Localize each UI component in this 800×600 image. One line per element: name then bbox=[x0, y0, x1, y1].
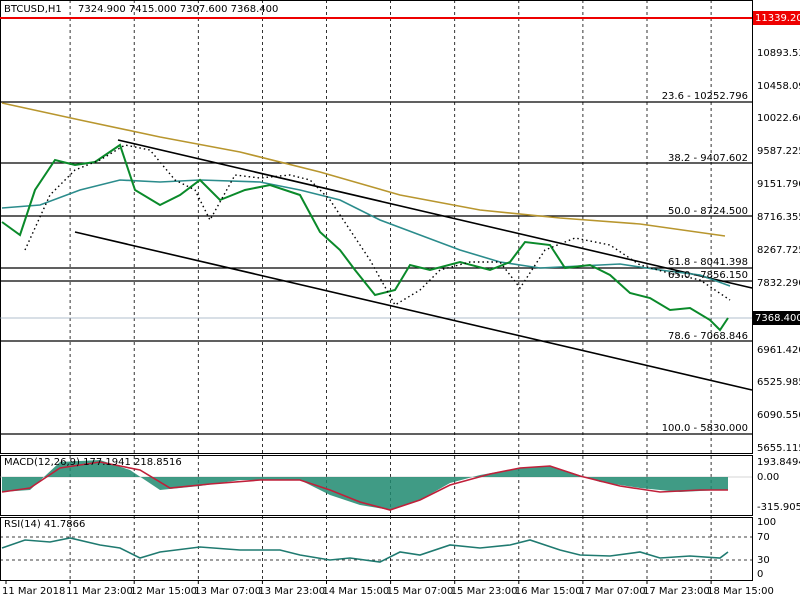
rsi-panel bbox=[0, 517, 753, 581]
price-label: 10458.095 bbox=[757, 81, 800, 92]
macd-axis-label: 0.00 bbox=[757, 472, 779, 483]
fib-label: 78.6 - 7068.846 bbox=[668, 331, 748, 342]
time-label: 11 Mar 2018 bbox=[2, 586, 65, 597]
rsi-title: RSI(14) 41.7866 bbox=[4, 519, 85, 530]
sar-dots bbox=[24, 144, 731, 306]
fast-ma bbox=[1, 179, 731, 287]
price-label: 7832.290 bbox=[757, 278, 800, 289]
time-label: 12 Mar 15:00 bbox=[130, 586, 197, 597]
rsi-axis-label: 30 bbox=[757, 555, 770, 566]
fib-label: 50.0 - 8724.500 bbox=[668, 206, 748, 217]
price-box bbox=[753, 311, 800, 325]
rsi-axis-label: 0 bbox=[757, 569, 763, 580]
price-label: 9151.790 bbox=[757, 179, 800, 190]
time-label: 17 Mar 23:00 bbox=[643, 586, 710, 597]
fib-label: 23.6 - 10252.796 bbox=[662, 91, 748, 102]
time-label: 15 Mar 07:00 bbox=[387, 586, 454, 597]
time-label: 14 Mar 15:00 bbox=[323, 586, 390, 597]
price-label: 6961.420 bbox=[757, 345, 800, 356]
fib-label: 100.0 - 5830.000 bbox=[662, 423, 748, 434]
slow-ma bbox=[1, 102, 726, 237]
chart-symbol: BTCUSD,H1 bbox=[4, 4, 62, 15]
rsi-axis-label: 70 bbox=[757, 532, 770, 543]
time-label: 18 Mar 15:00 bbox=[707, 586, 774, 597]
current-price: 7368.400 bbox=[755, 313, 800, 324]
macd-histogram bbox=[2, 460, 728, 510]
time-label: 13 Mar 23:00 bbox=[258, 586, 325, 597]
price-label: 9587.225 bbox=[757, 146, 800, 157]
alert-box bbox=[753, 11, 800, 25]
time-label: 17 Mar 07:00 bbox=[579, 586, 646, 597]
price-label: 8716.355 bbox=[757, 212, 800, 223]
price-label: 6525.985 bbox=[757, 377, 800, 388]
time-label: 11 Mar 23:00 bbox=[66, 586, 133, 597]
time-label: 15 Mar 23:00 bbox=[451, 586, 518, 597]
macd-title: MACD(12,26,9) 177.1941 218.8516 bbox=[4, 457, 182, 468]
price-path bbox=[1, 143, 729, 332]
price-label: 5655.115 bbox=[757, 443, 800, 454]
macd-axis-label: -315.9059 bbox=[757, 502, 800, 513]
macd-panel bbox=[0, 455, 753, 516]
channel-top bbox=[117, 139, 753, 289]
fib-label: 65.0 - 7856.150 bbox=[668, 270, 748, 281]
price-label: 10893.530 bbox=[757, 48, 800, 59]
price-label: 10022.660 bbox=[757, 113, 800, 124]
time-label: 16 Mar 15:00 bbox=[515, 586, 582, 597]
main-panel bbox=[0, 0, 753, 454]
chart-ohlc: 7324.900 7415.000 7307.600 7368.400 bbox=[78, 4, 278, 15]
channel-bottom bbox=[74, 231, 753, 391]
fib-levels bbox=[0, 101, 752, 435]
fib-label: 61.8 - 8041.398 bbox=[668, 257, 748, 268]
price-label: 8267.725 bbox=[757, 245, 800, 256]
rsi-axis-label: 100 bbox=[757, 517, 776, 528]
macd-axis-label: 193.8494 bbox=[757, 457, 800, 468]
alert-price: 11339.205 bbox=[755, 13, 800, 24]
time-label: 13 Mar 07:00 bbox=[194, 586, 261, 597]
fib-label: 38.2 - 9407.602 bbox=[668, 153, 748, 164]
rsi-line bbox=[1, 537, 729, 563]
macd-signal bbox=[1, 461, 728, 511]
price-label: 6090.550 bbox=[757, 410, 800, 421]
